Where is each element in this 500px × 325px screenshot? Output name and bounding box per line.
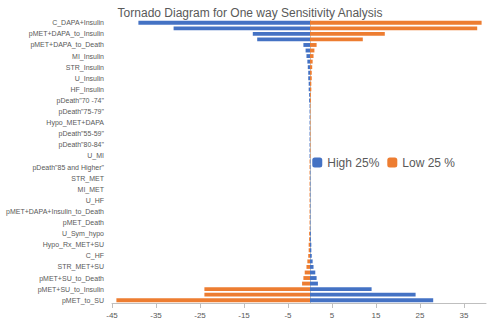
svg-text:pMET_Death: pMET_Death bbox=[63, 219, 104, 227]
svg-text:25: 25 bbox=[416, 311, 425, 320]
svg-text:pDeath"70 -74": pDeath"70 -74" bbox=[57, 97, 105, 105]
svg-text:Tornado Diagram for One way Se: Tornado Diagram for One way Sensitivity … bbox=[118, 6, 383, 20]
svg-text:STR_Insulin: STR_Insulin bbox=[66, 64, 104, 72]
svg-text:C_DAPA+Insulin: C_DAPA+Insulin bbox=[52, 19, 104, 27]
svg-text:pMET+DAPA_to_Insulin: pMET+DAPA_to_Insulin bbox=[29, 30, 104, 38]
svg-text:-5: -5 bbox=[284, 311, 292, 320]
svg-text:C_HF: C_HF bbox=[86, 252, 104, 260]
svg-text:Low 25 %: Low 25 % bbox=[402, 156, 455, 170]
svg-text:STR_MET+SU: STR_MET+SU bbox=[58, 263, 104, 271]
svg-text:-45: -45 bbox=[106, 311, 118, 320]
svg-text:HF_Insulin: HF_Insulin bbox=[71, 86, 105, 94]
svg-text:Hypo_Rx_MET+SU: Hypo_Rx_MET+SU bbox=[43, 241, 104, 249]
svg-text:U_MI: U_MI bbox=[87, 152, 104, 160]
svg-text:U_HF: U_HF bbox=[86, 197, 104, 205]
svg-text:High 25%: High 25% bbox=[327, 156, 379, 170]
svg-text:pDeath"80-84": pDeath"80-84" bbox=[59, 141, 105, 149]
svg-text:pDeath"85 and Higher": pDeath"85 and Higher" bbox=[32, 164, 104, 172]
svg-text:35: 35 bbox=[460, 311, 469, 320]
svg-text:pDeath"55-59": pDeath"55-59" bbox=[59, 130, 105, 138]
svg-text:5: 5 bbox=[330, 311, 335, 320]
svg-text:pMET+DAPA+Insulin_to_Death: pMET+DAPA+Insulin_to_Death bbox=[6, 208, 104, 216]
svg-text:pDeath"75-79": pDeath"75-79" bbox=[59, 108, 105, 116]
svg-text:pMET+SU_to_Insulin: pMET+SU_to_Insulin bbox=[38, 286, 104, 294]
svg-text:pMET+DAPA_to_Death: pMET+DAPA_to_Death bbox=[30, 41, 104, 49]
svg-text:STR_MET: STR_MET bbox=[71, 175, 104, 183]
svg-text:pMET_to_SU: pMET_to_SU bbox=[62, 297, 104, 305]
svg-text:-25: -25 bbox=[194, 311, 206, 320]
svg-text:pMET+SU_to_Death: pMET+SU_to_Death bbox=[39, 275, 104, 283]
svg-text:U_Sym_hypo: U_Sym_hypo bbox=[62, 230, 104, 238]
svg-text:-15: -15 bbox=[238, 311, 250, 320]
svg-text:U_Insulin: U_Insulin bbox=[75, 75, 104, 83]
svg-text:MI_MET: MI_MET bbox=[78, 186, 105, 194]
svg-text:Hypo_MET+DAPA: Hypo_MET+DAPA bbox=[46, 119, 104, 127]
svg-text:-35: -35 bbox=[150, 311, 162, 320]
svg-text:15: 15 bbox=[372, 311, 381, 320]
svg-text:MI_Insulin: MI_Insulin bbox=[72, 53, 104, 61]
